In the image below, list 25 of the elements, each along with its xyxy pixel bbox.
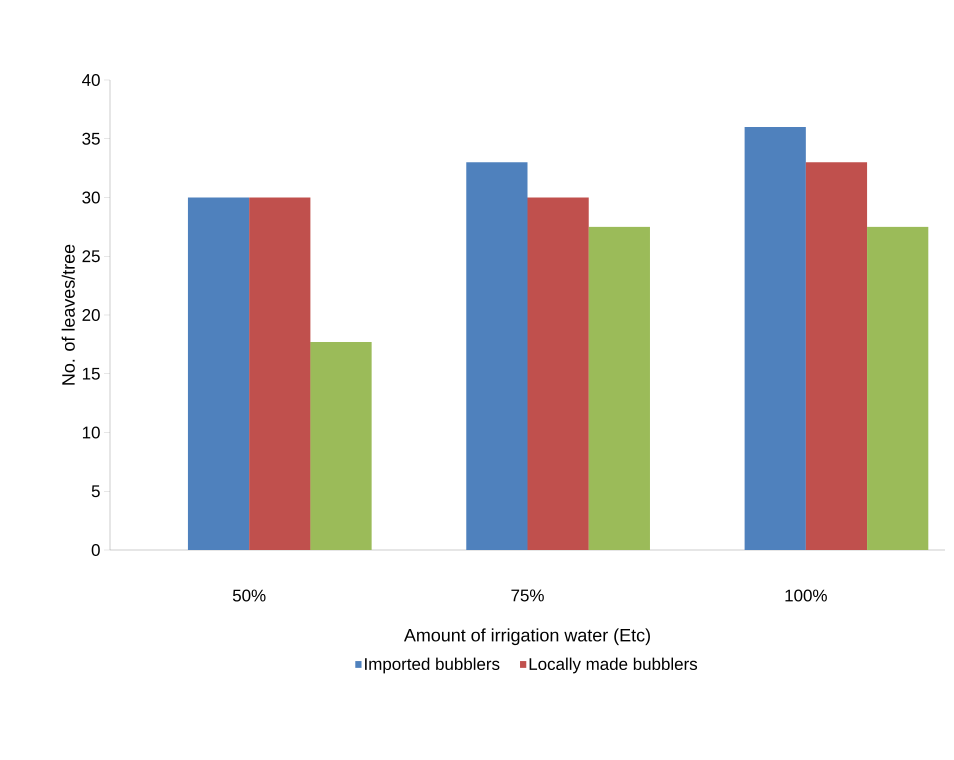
bar [188, 197, 250, 550]
legend-label: Imported bubblers [365, 658, 500, 674]
y-tick-label: 15 [82, 368, 100, 380]
x-tick-label: 50% [232, 590, 266, 602]
bar [310, 342, 372, 550]
legend-label: Locally made bubblers [530, 658, 698, 674]
y-tick-label: 20 [82, 309, 100, 321]
bar [744, 126, 806, 550]
y-tick-label: 10 [82, 426, 100, 438]
bar [588, 226, 650, 550]
y-tick-label: 30 [82, 192, 100, 204]
y-tick-label: 40 [82, 74, 100, 86]
y-tick-label: 5 [92, 485, 100, 498]
x-tick-label: 75% [511, 590, 544, 602]
bar [528, 197, 589, 550]
bar [466, 162, 528, 550]
y-tick-label: 25 [82, 250, 100, 262]
x-axis-title: Amount of irrigation water (Etc) [404, 628, 650, 646]
y-tick-label: 0 [92, 544, 100, 556]
x-tick-label: 100% [785, 590, 827, 602]
bar [806, 162, 868, 550]
bar [867, 226, 928, 550]
bar [249, 197, 310, 550]
y-tick-label: 35 [82, 132, 100, 145]
y-axis-title: No. of leaves/tree [62, 244, 75, 385]
